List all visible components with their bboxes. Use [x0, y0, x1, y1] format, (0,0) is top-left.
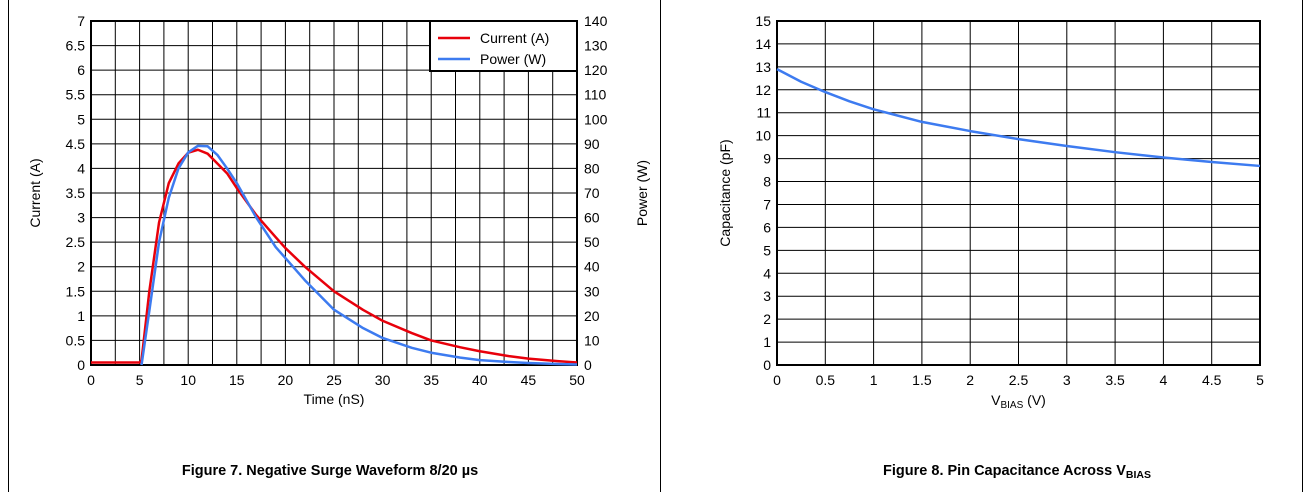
fig7-y-tick-label: 0	[77, 357, 85, 373]
fig7-y-tick-label: 0.5	[66, 332, 86, 348]
fig7-y2-tick-label: 110	[584, 87, 607, 103]
fig7-y2-tick-label: 10	[584, 332, 600, 348]
fig8-x-tick-label: 2.5	[1009, 372, 1029, 388]
fig8-x-axis-label: VBIAS (V)	[991, 392, 1046, 411]
fig7-y-tick-label: 2.5	[66, 234, 86, 250]
fig8-y-tick-label: 15	[755, 13, 771, 29]
fig7-y2-tick-label: 20	[584, 308, 600, 324]
fig7-y-tick-label: 6	[77, 62, 85, 78]
fig7-y2-tick-label: 0	[584, 357, 592, 373]
fig7-y-tick-label: 7	[77, 13, 85, 29]
fig7-legend-box	[429, 20, 578, 72]
fig7-y-tick-label: 1	[77, 308, 85, 324]
fig7-y2-tick-label: 60	[584, 210, 600, 226]
fig8-x-tick-label: 1.5	[912, 372, 932, 388]
fig7-y2-tick-label: 130	[584, 38, 608, 54]
fig7-y2-tick-label: 90	[584, 136, 600, 152]
fig8-y-tick-label: 6	[763, 219, 771, 235]
fig7-y-tick-label: 3	[77, 210, 85, 226]
fig7-y2-tick-label: 120	[584, 62, 608, 78]
fig7-x-tick-label: 45	[521, 372, 537, 388]
fig7-y2-tick-label: 80	[584, 160, 600, 176]
fig7-y-tick-label: 5	[77, 111, 85, 127]
fig7-x-tick-label: 35	[423, 372, 439, 388]
figure-8-caption-subscript: BIAS	[1125, 469, 1151, 481]
fig7-x-tick-label: 30	[375, 372, 391, 388]
fig7-y2-tick-label: 70	[584, 185, 600, 201]
fig7-x-tick-label: 50	[569, 372, 585, 388]
fig7-y2-tick-label: 140	[584, 13, 608, 29]
fig8-y-tick-label: 11	[756, 105, 771, 121]
fig8-y-tick-label: 12	[755, 82, 771, 98]
fig7-x-tick-label: 15	[229, 372, 245, 388]
fig7-y2-tick-label: 100	[584, 111, 608, 127]
fig7-legend-label: Current (A)	[480, 30, 549, 46]
fig7-y2-tick-label: 30	[584, 283, 600, 299]
figure-7-caption: Figure 7. Negative Surge Waveform 8/20 µ…	[182, 463, 478, 479]
fig7-plot-frame	[90, 20, 578, 366]
fig8-y-tick-label: 7	[763, 196, 771, 212]
fig8-y-tick-label: 8	[763, 174, 771, 190]
figure-7-panel	[8, 0, 661, 492]
fig7-y-tick-label: 4.5	[66, 136, 86, 152]
fig7-x-tick-label: 0	[87, 372, 95, 388]
fig8-x-tick-label: 2	[966, 372, 974, 388]
fig8-y-tick-label: 1	[763, 334, 771, 350]
fig7-y2-axis-label: Power (W)	[634, 160, 650, 226]
fig8-y-tick-label: 13	[755, 59, 771, 75]
fig7-x-tick-label: 10	[180, 372, 196, 388]
fig8-x-tick-label: 0	[773, 372, 781, 388]
figure-7-caption-text: Figure 7. Negative Surge Waveform 8/20 µ…	[181, 463, 479, 479]
fig8-y-tick-label: 0	[763, 357, 771, 373]
fig8-y-tick-label: 9	[763, 151, 771, 167]
fig8-y-tick-label: 10	[755, 128, 771, 144]
figure-8-caption: Figure 8. Pin Capacitance Across VBIAS	[883, 463, 1151, 481]
fig8-x-tick-label: 3.5	[1105, 372, 1125, 388]
fig8-y-tick-label: 2	[763, 311, 771, 327]
fig7-x-tick-label: 40	[472, 372, 488, 388]
fig7-series-line-current	[91, 148, 578, 364]
fig8-y-tick-label: 3	[763, 288, 771, 304]
fig7-y-tick-label: 6.5	[66, 38, 86, 54]
fig7-legend-label: Power (W)	[480, 51, 546, 67]
fig8-y-tick-label: 5	[763, 242, 771, 258]
fig8-x-tick-label: 1	[870, 372, 878, 388]
fig8-series-line-capacitance	[776, 68, 1261, 168]
fig7-series-line-power	[140, 144, 578, 366]
fig7-y-tick-label: 2	[77, 259, 85, 275]
fig8-plot-frame	[776, 20, 1261, 366]
fig8-x-tick-label: 4	[1160, 372, 1168, 388]
figure-8-caption-text: Figure 8. Pin Capacitance Across V	[883, 463, 1126, 479]
fig8-x-tick-label: 4.5	[1202, 372, 1222, 388]
fig7-y2-tick-label: 50	[584, 234, 600, 250]
fig7-x-tick-label: 20	[278, 372, 294, 388]
fig8-x-tick-label: 5	[1256, 372, 1264, 388]
fig8-y-axis-label: Capacitance (pF)	[717, 139, 733, 246]
fig8-x-tick-label: 3	[1063, 372, 1071, 388]
fig7-y-tick-label: 4	[77, 160, 85, 176]
fig8-y-tick-label: 4	[763, 265, 771, 281]
fig7-x-tick-label: 5	[136, 372, 144, 388]
fig7-x-tick-label: 25	[326, 372, 342, 388]
fig7-x-axis-label: Time (nS)	[304, 391, 365, 407]
fig8-x-tick-label: 0.5	[816, 372, 836, 388]
fig7-y-tick-label: 5.5	[66, 87, 86, 103]
fig7-y-tick-label: 1.5	[66, 283, 86, 299]
fig8-y-tick-label: 14	[755, 36, 771, 52]
fig7-y-axis-label: Current (A)	[27, 158, 43, 227]
fig7-y-tick-label: 3.5	[66, 185, 86, 201]
fig7-y2-tick-label: 40	[584, 259, 600, 275]
